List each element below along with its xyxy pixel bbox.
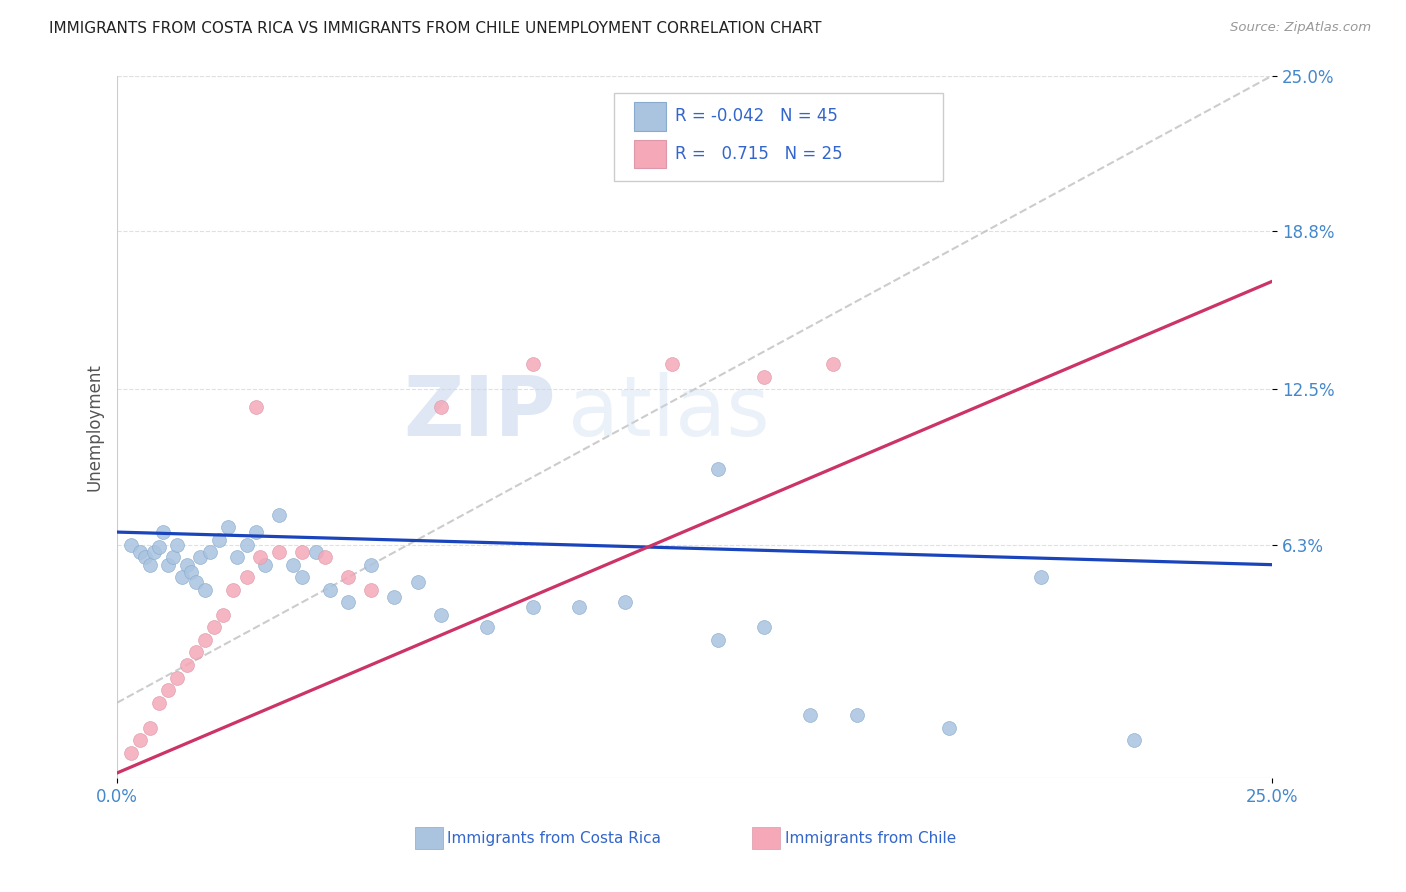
Point — [184, 575, 207, 590]
Text: Immigrants from Chile: Immigrants from Chile — [785, 830, 956, 846]
Point — [1122, 733, 1144, 747]
Text: atlas: atlas — [568, 372, 769, 453]
Point — [267, 508, 290, 522]
Point — [475, 620, 498, 634]
Point — [245, 525, 267, 540]
Point — [120, 746, 142, 760]
Text: R = -0.042   N = 45: R = -0.042 N = 45 — [675, 107, 838, 126]
Point — [148, 540, 170, 554]
Point — [314, 550, 336, 565]
Text: Source: ZipAtlas.com: Source: ZipAtlas.com — [1230, 21, 1371, 34]
Point — [166, 671, 188, 685]
Text: IMMIGRANTS FROM COSTA RICA VS IMMIGRANTS FROM CHILE UNEMPLOYMENT CORRELATION CHA: IMMIGRANTS FROM COSTA RICA VS IMMIGRANTS… — [49, 21, 821, 36]
Point — [384, 591, 406, 605]
Point — [138, 721, 160, 735]
Point — [194, 582, 217, 597]
Point — [319, 582, 342, 597]
Point — [568, 600, 591, 615]
Y-axis label: Unemployment: Unemployment — [86, 363, 103, 491]
Point — [305, 545, 328, 559]
Point — [707, 632, 730, 647]
Point — [222, 582, 245, 597]
Point — [429, 400, 451, 414]
Point — [249, 550, 271, 565]
Bar — [634, 139, 666, 168]
FancyBboxPatch shape — [614, 93, 943, 181]
Bar — [634, 103, 666, 130]
Point — [823, 357, 845, 371]
Point — [176, 658, 198, 673]
Point — [661, 357, 683, 371]
Point — [202, 620, 225, 634]
Point — [129, 733, 152, 747]
Point — [176, 558, 198, 572]
Point — [226, 550, 249, 565]
Point — [1031, 570, 1053, 584]
Point — [152, 525, 174, 540]
Point — [245, 400, 267, 414]
Point — [707, 462, 730, 476]
Point — [614, 595, 637, 609]
Point — [337, 570, 360, 584]
Text: Immigrants from Costa Rica: Immigrants from Costa Rica — [447, 830, 661, 846]
Point — [235, 538, 257, 552]
Point — [217, 520, 239, 534]
Point — [291, 545, 314, 559]
Text: ZIP: ZIP — [404, 372, 557, 453]
Point — [184, 645, 207, 659]
Point — [208, 533, 231, 547]
Text: R =   0.715   N = 25: R = 0.715 N = 25 — [675, 145, 842, 162]
Point — [170, 570, 193, 584]
Point — [134, 550, 156, 565]
Point — [752, 620, 775, 634]
Point — [235, 570, 257, 584]
Point — [845, 708, 868, 723]
Point — [752, 369, 775, 384]
Point — [406, 575, 429, 590]
Point — [291, 570, 314, 584]
Point — [267, 545, 290, 559]
Point — [120, 538, 142, 552]
Point — [166, 538, 188, 552]
Point — [129, 545, 152, 559]
Point — [198, 545, 221, 559]
Point — [938, 721, 960, 735]
Point — [429, 607, 451, 622]
Point — [212, 607, 235, 622]
Point — [157, 683, 180, 698]
Point — [254, 558, 277, 572]
Point — [157, 558, 180, 572]
Point — [162, 550, 184, 565]
Point — [180, 565, 202, 579]
Point — [148, 696, 170, 710]
Point — [190, 550, 212, 565]
Point — [360, 582, 382, 597]
Point — [799, 708, 821, 723]
Point — [194, 632, 217, 647]
Point — [337, 595, 360, 609]
Point — [143, 545, 166, 559]
Point — [360, 558, 382, 572]
Point — [138, 558, 160, 572]
Point — [522, 600, 544, 615]
Point — [522, 357, 544, 371]
Point — [281, 558, 304, 572]
